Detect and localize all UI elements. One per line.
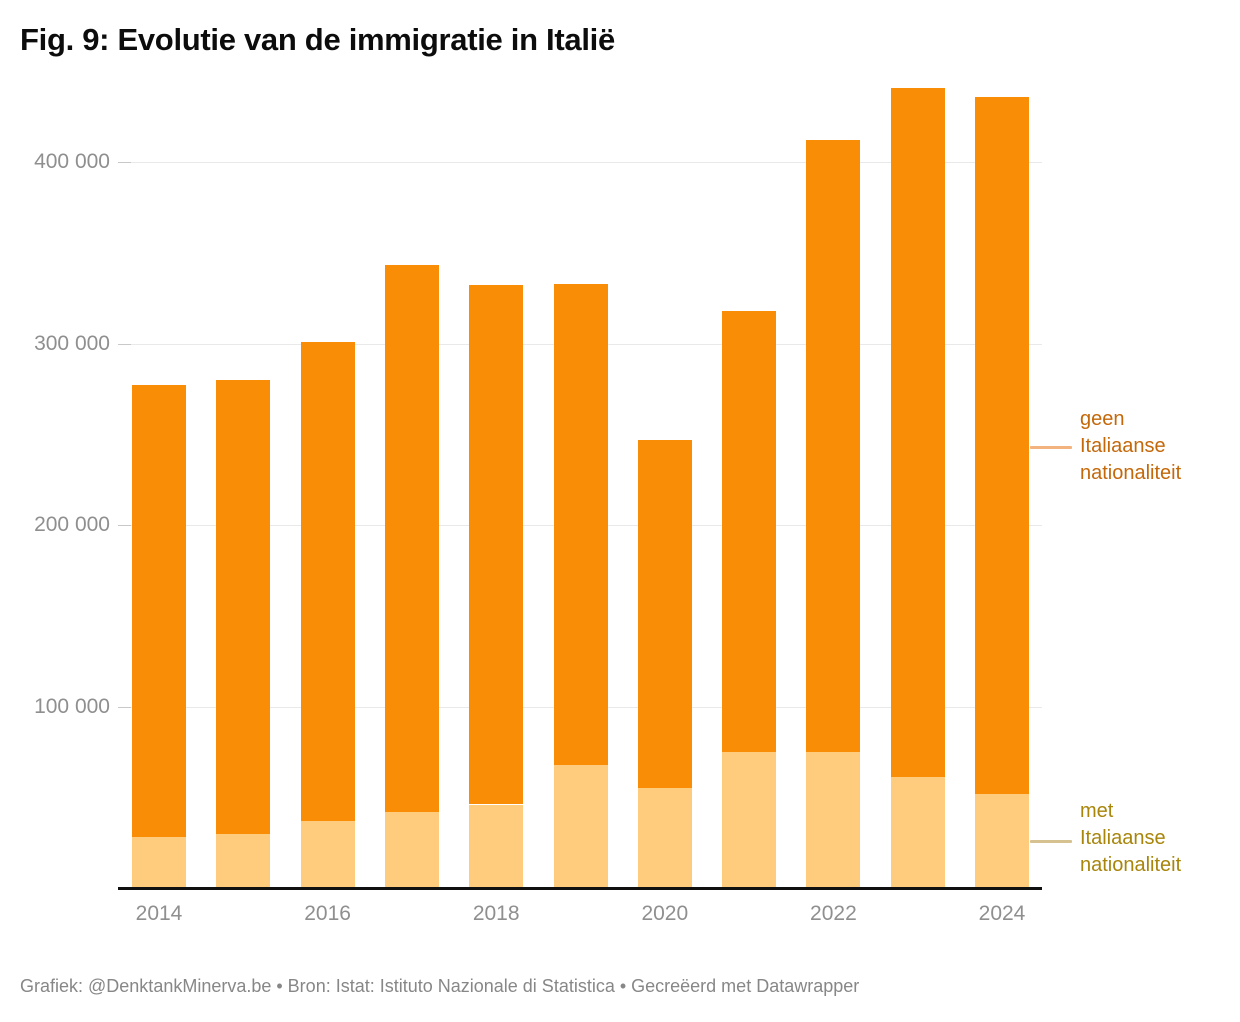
bar-2015-geen[interactable] <box>216 379 271 834</box>
chart-footer: Grafiek: @DenktankMinerva.be • Bron: Ist… <box>20 976 860 996</box>
bar-2015-met[interactable] <box>216 833 271 888</box>
y-axis-tick <box>118 162 131 163</box>
bar-2021-met[interactable] <box>722 751 777 888</box>
y-axis-tick-label: 300 000 <box>34 331 110 355</box>
x-axis-tick-label: 2016 <box>304 902 351 925</box>
y-axis-tick-label: 400 000 <box>34 150 110 173</box>
x-axis-tick-label: 2022 <box>810 902 857 925</box>
bar-2020-met[interactable] <box>637 788 692 888</box>
x-axis-tick-label: 2024 <box>978 902 1026 925</box>
bar-2017-met[interactable] <box>384 811 439 888</box>
chart-title: Fig. 9: Evolutie van de immigratie in It… <box>20 22 615 57</box>
legend-label-geen: geen Italiaanse nationaliteit <box>1080 408 1182 484</box>
bar-2014-met[interactable] <box>132 837 186 888</box>
x-axis-tick-label: 2018 <box>472 902 520 925</box>
y-axis-tick <box>118 343 131 345</box>
y-axis-tick-label: 200 000 <box>34 513 110 536</box>
bar-2016-geen[interactable] <box>300 341 355 821</box>
bar-2018-geen[interactable] <box>469 285 524 805</box>
legend-connector-met <box>1030 840 1072 843</box>
x-axis-tick-label: 2020 <box>641 902 689 925</box>
bar-2016-met[interactable] <box>300 820 355 888</box>
bar-2019-met[interactable] <box>553 764 608 888</box>
legend-label-met: met Italiaanse nationaliteit <box>1080 800 1182 876</box>
bar-2017-geen[interactable] <box>384 265 439 812</box>
y-axis-tick <box>118 706 131 708</box>
y-axis-tick <box>118 525 131 526</box>
bar-2020-geen[interactable] <box>637 439 692 789</box>
bar-2023-geen[interactable] <box>890 87 945 778</box>
bar-2024-met[interactable] <box>975 793 1029 888</box>
bar-2023-met[interactable] <box>890 777 945 888</box>
bar-2021-geen[interactable] <box>722 310 777 752</box>
legend-connector-geen <box>1030 446 1072 449</box>
bar-2024-geen[interactable] <box>975 96 1029 794</box>
y-axis-tick-label: 100 000 <box>34 694 110 718</box>
x-axis-line <box>118 887 1042 890</box>
x-axis-tick-label: 2014 <box>135 902 183 925</box>
bar-2018-met[interactable] <box>469 804 524 888</box>
bar-2019-geen[interactable] <box>553 283 608 765</box>
bar-2022-geen[interactable] <box>806 140 861 752</box>
gridline <box>118 162 1042 163</box>
bar-2022-met[interactable] <box>806 751 861 888</box>
bar-2014-geen[interactable] <box>132 385 186 838</box>
